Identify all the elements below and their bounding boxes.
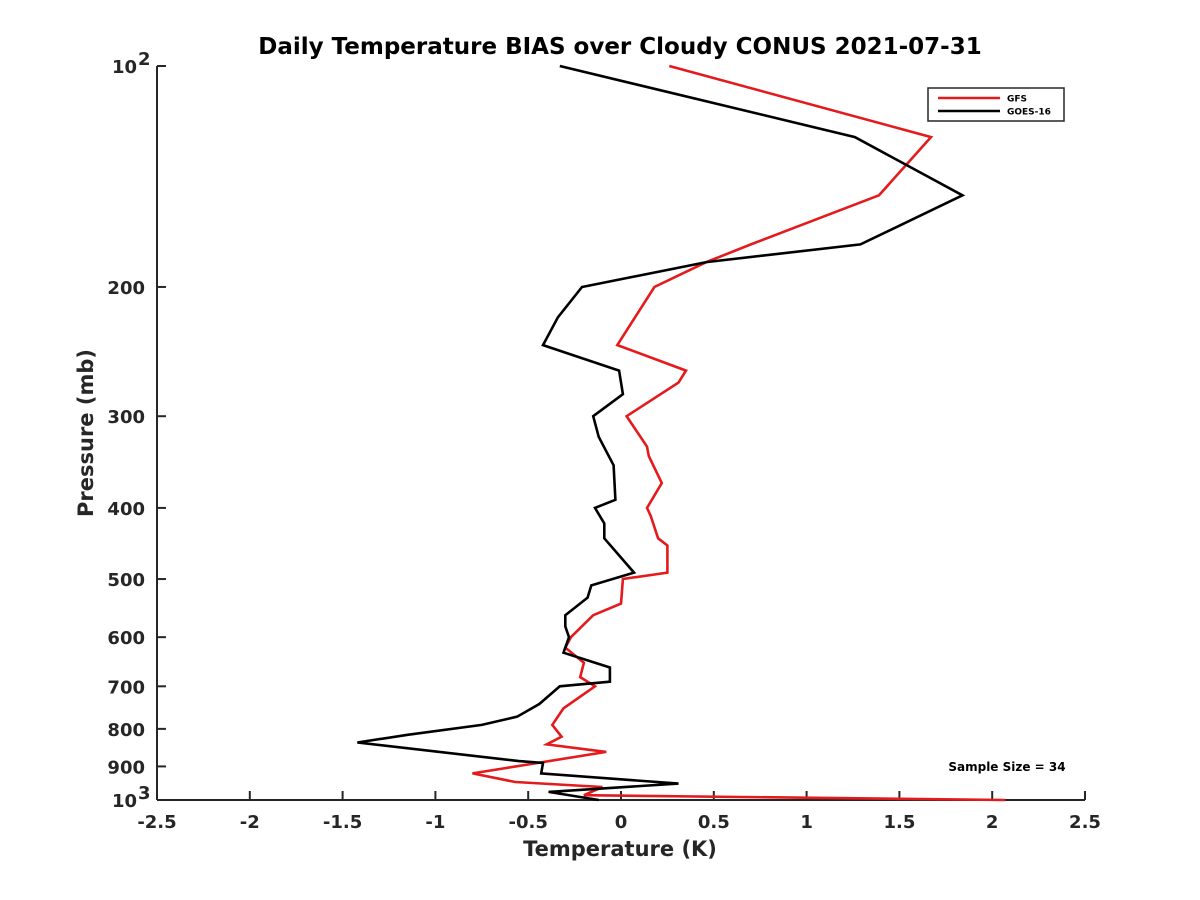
y-tick-label: 600 <box>107 628 145 649</box>
y-tick-label: 700 <box>107 677 145 698</box>
y-axis-label: Pressure (mb) <box>74 349 98 517</box>
y-tick-label: 300 <box>107 407 145 428</box>
plot-area: -2.5 -2 -1.5 -1 -0.5 0 0.5 1 1.5 2 2.510 2200300400… <box>107 49 1101 833</box>
x-tick-label: 0.5 <box>698 812 730 833</box>
series-line-gfs <box>472 64 1006 802</box>
y-tick-label: 200 <box>107 278 145 299</box>
x-tick-label: -1.5 <box>323 812 362 833</box>
y-tick-exponent: 3 <box>138 783 151 804</box>
x-tick-label: 1 <box>800 812 813 833</box>
x-tick-label: 0 <box>615 812 628 833</box>
x-tick-label: 2.5 <box>1069 812 1101 833</box>
legend-label-goes-16: GOES-16 <box>1007 108 1051 118</box>
x-tick-label: 1.5 <box>883 812 915 833</box>
legend-box <box>927 87 1065 122</box>
sample-size-annotation: Sample Size = 34 <box>948 760 1065 774</box>
x-tick-label: 2 <box>986 812 999 833</box>
x-tick-label: -0.5 <box>509 812 548 833</box>
y-tick-exponent: 2 <box>138 49 151 70</box>
legend: GFS GOES-16 <box>927 87 1065 122</box>
x-tick-label: -1 <box>425 812 445 833</box>
legend-label-gfs: GFS <box>1007 95 1027 105</box>
x-tick-label: -2.5 <box>137 812 176 833</box>
x-tick-label: -2 <box>240 812 260 833</box>
y-tick-label: 400 <box>107 499 145 520</box>
y-tick-label: 800 <box>107 720 145 741</box>
x-axis-label: Temperature (K) <box>523 837 717 861</box>
series-line-goes-16 <box>357 64 966 802</box>
y-tick-label: 10 <box>112 57 137 78</box>
y-tick-label: 900 <box>107 757 145 778</box>
y-tick-label: 10 <box>112 791 137 812</box>
chart-title: Daily Temperature BIAS over Cloudy CONUS… <box>258 34 981 60</box>
y-tick-label: 500 <box>107 570 145 591</box>
